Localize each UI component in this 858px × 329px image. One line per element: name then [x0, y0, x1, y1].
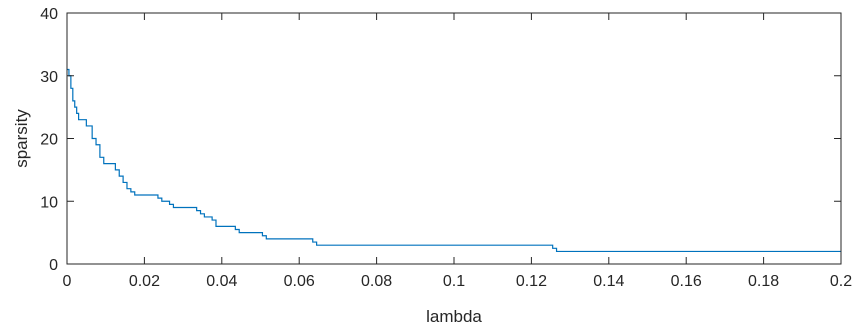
y-tick-label: 30	[40, 69, 58, 86]
y-tick-label: 20	[40, 132, 58, 149]
x-tick-label: 0.18	[748, 273, 779, 290]
y-tick-label: 40	[40, 6, 58, 23]
x-tick-label: 0.1	[443, 273, 465, 290]
y-tick-label: 10	[40, 194, 58, 211]
x-tick-label: 0.12	[516, 273, 547, 290]
x-tick-label: 0.04	[206, 273, 237, 290]
x-tick-label: 0.02	[129, 273, 160, 290]
series-line-0	[67, 68, 841, 253]
x-tick-label: 0.16	[671, 273, 702, 290]
y-axis-label: sparsity	[12, 109, 31, 168]
y-tick-label: 0	[49, 257, 58, 274]
plot-area	[67, 13, 841, 264]
x-tick-label: 0.08	[361, 273, 392, 290]
x-tick-label: 0	[63, 273, 72, 290]
x-tick-label: 0.14	[593, 273, 624, 290]
x-tick-label: 0.2	[830, 273, 852, 290]
x-axis-label: lambda	[426, 307, 482, 326]
x-tick-label: 0.06	[284, 273, 315, 290]
